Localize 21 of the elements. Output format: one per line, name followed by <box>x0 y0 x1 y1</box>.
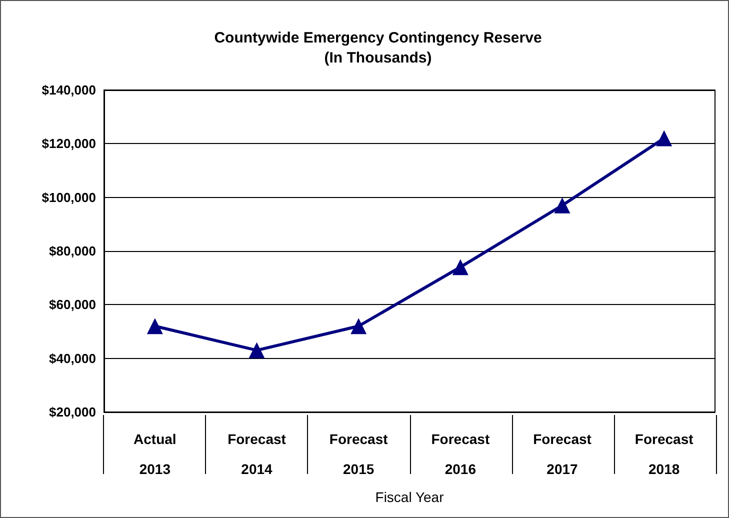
x-tick-label: Forecast 2015 <box>329 431 388 477</box>
x-tick-label: Forecast 2014 <box>228 431 286 477</box>
point <box>146 318 163 334</box>
point <box>554 197 570 214</box>
point <box>452 259 468 276</box>
x-tick-label: Forecast 2016 <box>431 431 490 477</box>
y-tick-label: $100,000 <box>42 190 96 205</box>
x-tick-label: Actual 2013 <box>134 431 176 477</box>
x-tick-label: Forecast 2017 <box>533 431 592 477</box>
y-tick-label: $80,000 <box>49 244 96 258</box>
y-tick-label: $40,000 <box>49 350 96 366</box>
x-axis-title: Fiscal Year <box>375 489 444 505</box>
y-tick-label: $120,000 <box>42 136 96 152</box>
y-tick-label: $20,000 <box>49 404 96 420</box>
chart-title: Countywide Emergency Contingency Reserve (In Thousands) <box>214 30 542 66</box>
x-tick-label: Forecast 2018 <box>634 431 694 477</box>
point <box>248 342 265 358</box>
point <box>350 318 367 334</box>
y-tick-label: $60,000 <box>49 297 96 312</box>
point <box>656 130 672 146</box>
y-tick-label: $140,000 <box>42 82 96 98</box>
